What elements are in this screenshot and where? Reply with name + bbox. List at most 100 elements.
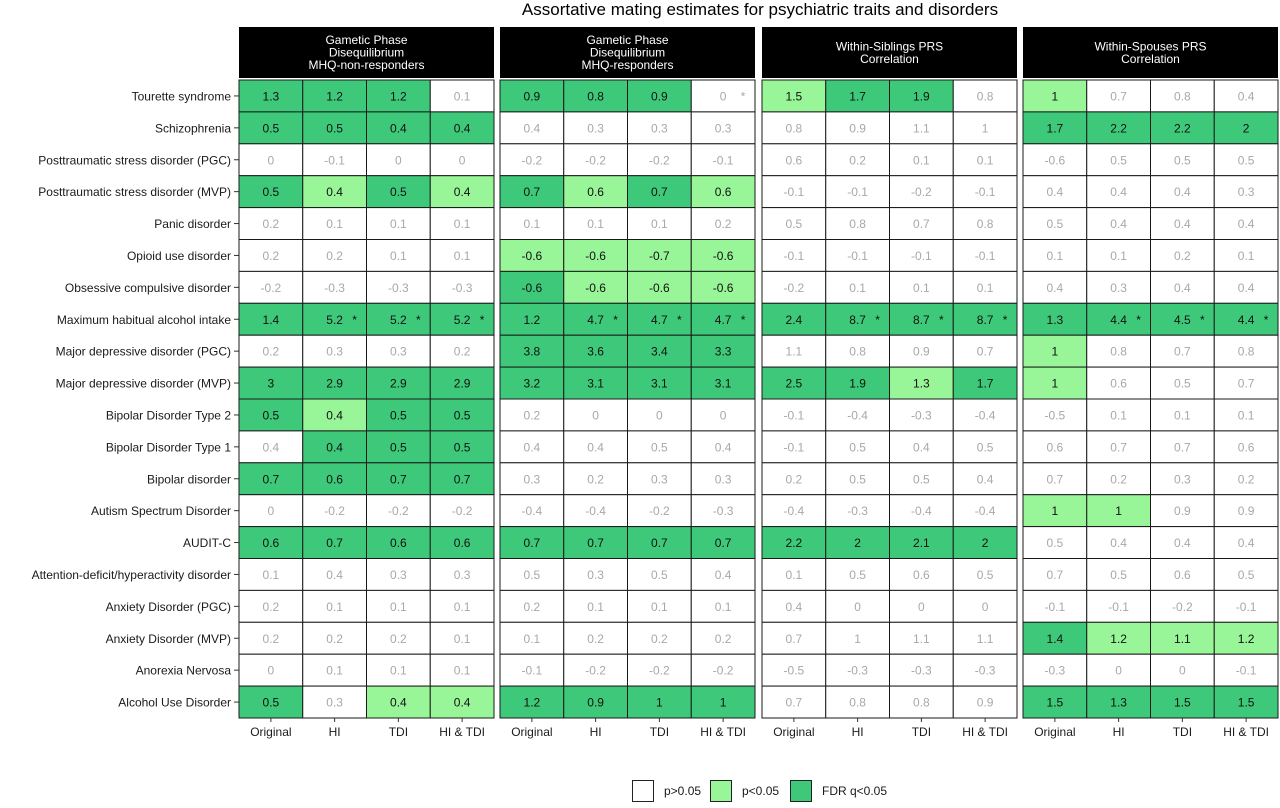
cell-value: 0.2 — [786, 472, 803, 486]
cell-value: -0.1 — [522, 664, 543, 678]
heatmap-cell — [1150, 143, 1215, 177]
cell-value: 0.5 — [263, 121, 280, 135]
cell-value: 0.1 — [849, 281, 866, 295]
column-label: HI & TDI — [1223, 725, 1269, 739]
heatmap-cell — [563, 207, 628, 241]
heatmap-cell — [563, 270, 628, 304]
cell-value: 0.6 — [715, 185, 732, 199]
cell-value: -0.2 — [261, 281, 282, 295]
cell-value: 0.9 — [587, 696, 604, 710]
heatmap-cell — [499, 398, 565, 432]
cell-value: 1.7 — [849, 89, 866, 103]
heatmap-cell — [690, 653, 756, 687]
column-label: Original — [250, 725, 291, 739]
heatmap-cell — [627, 111, 692, 145]
heatmap-cell — [889, 430, 954, 464]
heatmap-cell — [1086, 462, 1151, 496]
cell-value: 0.2 — [1110, 472, 1127, 486]
heatmap-cell — [429, 526, 495, 559]
heatmap-cell — [302, 398, 367, 432]
heatmap-cell — [302, 366, 367, 400]
cell-value: 1.1 — [913, 632, 930, 646]
cell-value: -0.7 — [649, 249, 670, 263]
heatmap-cell — [429, 398, 495, 432]
cell-value: 0.7 — [977, 345, 994, 359]
cell-value: 0.7 — [454, 472, 471, 486]
heatmap-cell — [690, 398, 756, 432]
column-label: Original — [511, 725, 552, 739]
heatmap-cell — [563, 79, 628, 113]
cell-value: 0.2 — [715, 217, 732, 231]
heatmap-cell — [563, 398, 628, 432]
cell-value: 0.5 — [1174, 377, 1191, 391]
cell-value: 0.4 — [524, 440, 541, 454]
cell-value: 0.1 — [263, 568, 280, 582]
cell-value: 0.4 — [786, 600, 803, 614]
heatmap-cell — [1213, 239, 1279, 272]
cell-value: 0.1 — [1238, 249, 1255, 263]
panel-header — [239, 27, 494, 78]
heatmap-cell — [366, 589, 431, 623]
cell-value: 0 — [268, 504, 275, 518]
cell-value: 0.1 — [977, 281, 994, 295]
heatmap-cell — [1150, 558, 1215, 591]
cell-value: 0.1 — [390, 664, 407, 678]
heatmap-cell — [1022, 685, 1088, 719]
cell-value: 0 — [720, 408, 727, 422]
cell-value: 0.1 — [1110, 408, 1127, 422]
cell-value: 3.1 — [587, 377, 604, 391]
cell-value: 3.1 — [715, 377, 732, 391]
heatmap-cell — [429, 175, 495, 209]
heatmap-cell — [1213, 334, 1279, 368]
cell-value: 0.4 — [263, 440, 280, 454]
cell-value: 0.4 — [977, 472, 994, 486]
heatmap-cell — [825, 366, 890, 400]
cell-value: 0.1 — [1174, 408, 1191, 422]
heatmap-cell — [627, 79, 692, 113]
cell-value: 0.7 — [1110, 440, 1127, 454]
heatmap-cell — [1086, 685, 1151, 719]
panel-header — [762, 27, 1017, 78]
column-label: HI — [329, 725, 341, 739]
row-label: Major depressive disorder (PGC) — [56, 345, 231, 359]
cell-value: 0.1 — [786, 568, 803, 582]
cell-value: -0.4 — [585, 504, 606, 518]
row-label: Posttraumatic stress disorder (MVP) — [38, 185, 231, 199]
cell-value: -0.6 — [522, 249, 543, 263]
cell-value: 0.4 — [913, 440, 930, 454]
cell-value: 0.5 — [1238, 568, 1255, 582]
heatmap-cell — [1022, 494, 1088, 528]
column-label: HI — [590, 725, 602, 739]
heatmap-cell — [761, 621, 827, 655]
cell-value: -0.1 — [911, 249, 932, 263]
cell-value: 0.4 — [524, 121, 541, 135]
cell-value: 0.2 — [524, 600, 541, 614]
cell-value: 0.4 — [1047, 281, 1064, 295]
cell-value: 0.4 — [1174, 281, 1191, 295]
heatmap-cell — [302, 430, 367, 464]
heatmap-cell — [690, 621, 756, 655]
cell-value: 0.4 — [1174, 185, 1191, 199]
cell-value: -0.5 — [1045, 408, 1066, 422]
cell-value: 0.4 — [715, 440, 732, 454]
heatmap-cell — [1086, 79, 1151, 113]
cell-value: 0.2 — [1174, 249, 1191, 263]
cell-value: -0.1 — [1236, 600, 1257, 614]
heatmap-cell — [761, 430, 827, 464]
heatmap-cell — [563, 239, 628, 272]
cell-value: 0 — [1179, 664, 1186, 678]
cell-value: 0.4 — [1238, 217, 1255, 231]
cell-value: 0.4 — [326, 408, 343, 422]
cell-value: 3.4 — [651, 345, 668, 359]
cell-value: 1 — [720, 696, 727, 710]
heatmap-cell — [1150, 526, 1215, 559]
heatmap-cell — [429, 302, 495, 336]
heatmap-cell — [627, 175, 692, 209]
cell-star: * — [677, 313, 682, 327]
cell-value: -0.6 — [585, 281, 606, 295]
cell-value: -0.4 — [975, 504, 996, 518]
cell-value: 0.9 — [651, 89, 668, 103]
cell-value: 0.5 — [326, 121, 343, 135]
cell-value: 0.2 — [326, 632, 343, 646]
cell-value: 2.2 — [1110, 121, 1127, 135]
